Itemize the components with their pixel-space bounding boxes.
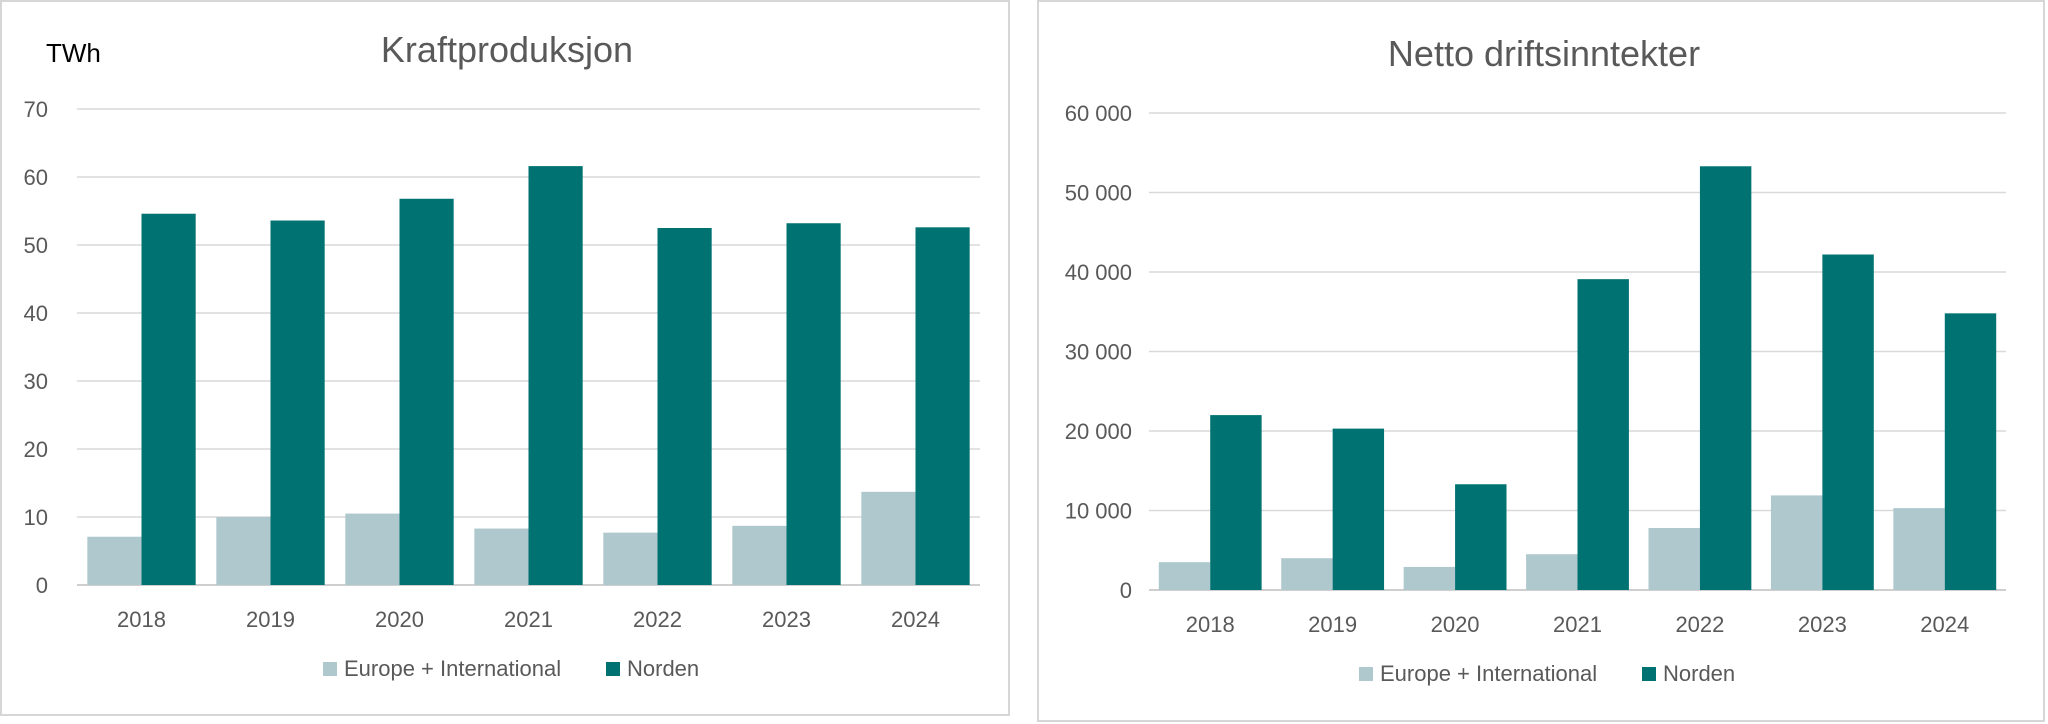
unit-label: TWh (46, 38, 101, 68)
y-tick-label: 10 (24, 505, 48, 530)
x-tick-label: 2021 (1553, 612, 1602, 637)
bar-europe-2022 (1648, 527, 1700, 590)
bar-norden-2019 (1332, 428, 1385, 590)
x-tick-label: 2024 (1920, 612, 1969, 637)
y-tick-label: 20 000 (1065, 419, 1132, 444)
bar-europe-2018 (87, 536, 142, 585)
legend-label-norden: Norden (1663, 661, 1735, 686)
bar-europe-2020 (345, 513, 400, 585)
legend-swatch-norden (606, 662, 620, 676)
bar-norden-2019 (270, 220, 325, 585)
bar-norden-2018 (1210, 415, 1262, 590)
bar-norden-2020 (1455, 484, 1507, 590)
x-tick-label: 2019 (1308, 612, 1357, 637)
y-tick-label: 20 (24, 437, 48, 462)
x-tick-label: 2023 (1798, 612, 1847, 637)
x-tick-label: 2019 (246, 607, 295, 632)
bar-europe-2024 (861, 491, 916, 585)
bar-europe-2023 (1770, 495, 1823, 590)
y-tick-label: 60 (24, 165, 48, 190)
y-tick-label: 30 000 (1065, 340, 1132, 365)
bar-norden-2023 (786, 223, 841, 586)
x-tick-label: 2022 (1675, 612, 1724, 637)
y-tick-label: 30 (24, 369, 48, 394)
x-tick-label: 2020 (1431, 612, 1480, 637)
legend-label-europe: Europe + International (1380, 661, 1597, 686)
bar-norden-2021 (1577, 279, 1629, 590)
bar-norden-2023 (1822, 254, 1874, 590)
legend-swatch-europe (1359, 667, 1373, 681)
legend-label-europe: Europe + International (344, 656, 561, 681)
x-tick-label: 2023 (762, 607, 811, 632)
chart-panel-kraftproduksjon: Kraftproduksjon TWh 0 10 20 30 40 50 60 70 2018 2… (0, 0, 1010, 716)
bar-norden-2022 (1699, 166, 1752, 590)
y-tick-label: 0 (1120, 578, 1132, 603)
bar-europe-2022 (603, 532, 658, 585)
bar-europe-2024 (1893, 508, 1945, 590)
netto-driftsinntekter-chart: Netto driftsinntekter 0 10 000 20 000 30 00… (1065, 33, 2006, 686)
bar-europe-2019 (216, 517, 271, 585)
bar-europe-2020 (1403, 566, 1456, 590)
bar-europe-2018 (1158, 562, 1211, 590)
bar-norden-2018 (141, 213, 196, 585)
kraftproduksjon-chart: Kraftproduksjon TWh 0 10 20 30 40 50 60 70 2018 2… (24, 29, 980, 681)
y-tick-label: 0 (36, 573, 48, 598)
legend-label-norden: Norden (627, 656, 699, 681)
y-tick-label: 40 (24, 301, 48, 326)
bar-europe-2021 (474, 528, 529, 585)
bar-norden-2020 (399, 198, 454, 585)
y-tick-label: 50 (24, 233, 48, 258)
chart-panel-netto-driftsinntekter: Netto driftsinntekter 0 10 000 20 000 30 00… (1037, 0, 2045, 722)
chart-title: Kraftproduksjon (381, 29, 633, 70)
legend-swatch-norden (1642, 667, 1656, 681)
bar-europe-2019 (1281, 558, 1333, 590)
x-tick-label: 2018 (117, 607, 166, 632)
x-tick-label: 2022 (633, 607, 682, 632)
y-tick-label: 40 000 (1065, 260, 1132, 285)
bar-norden-2021 (528, 166, 583, 585)
bar-europe-2021 (1526, 554, 1578, 590)
y-tick-label: 70 (24, 97, 48, 122)
x-tick-label: 2024 (891, 607, 940, 632)
bar-europe-2023 (732, 525, 787, 585)
x-tick-label: 2018 (1186, 612, 1235, 637)
y-tick-label: 10 000 (1065, 499, 1132, 524)
x-tick-label: 2020 (375, 607, 424, 632)
bar-norden-2024 (915, 227, 970, 585)
y-tick-label: 60 000 (1065, 101, 1132, 126)
bar-norden-2024 (1944, 313, 1997, 590)
chart-title: Netto driftsinntekter (1388, 33, 1700, 74)
legend-swatch-europe (323, 662, 337, 676)
x-tick-label: 2021 (504, 607, 553, 632)
y-tick-label: 50 000 (1065, 181, 1132, 206)
bar-norden-2022 (657, 228, 712, 585)
